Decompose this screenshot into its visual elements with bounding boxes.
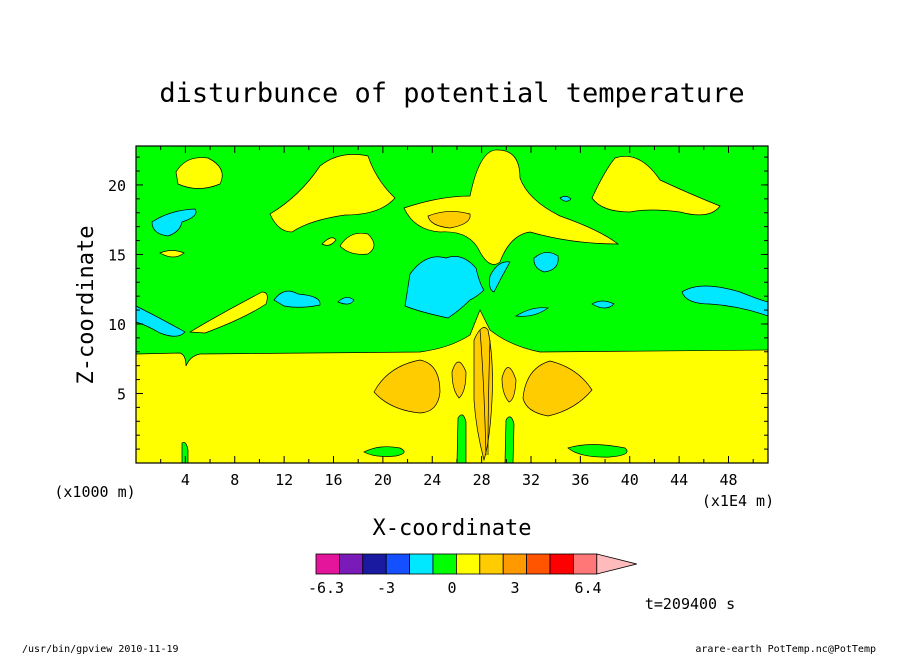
contour-positive-band [188,291,268,334]
y-axis-label: Z-coordinate [74,226,99,385]
contour-negative [273,290,321,308]
contour-blob [363,446,405,457]
contour-positive [501,367,517,403]
contour-negative [489,261,511,293]
contour-negative [337,297,355,305]
plot-frame [135,145,769,464]
x-tick-label: 28 [473,471,491,489]
colorbar [315,553,637,575]
footer-right: arare-earth_PotTemp.nc@PotTemp [695,644,876,654]
contour-lower-layer [135,309,769,464]
y-tick-label: 10 [108,316,126,334]
plot-area [135,145,769,464]
x-tick-label: 36 [571,471,589,489]
contour-positive [451,361,467,399]
x-tick-label: 16 [324,471,342,489]
contour-positive [403,149,620,265]
colorbar-extension [596,553,637,575]
contour-negative [404,256,485,319]
x-tick-label: 20 [374,471,392,489]
contour-negative [559,195,572,202]
y-axis-ticks: 5 10 15 20 [108,156,768,450]
colorbar-label: 0 [447,579,456,597]
contour-positive [591,156,721,216]
colorbar-swatch [338,553,364,575]
contour-positive [522,360,593,417]
colorbar-swatch [432,553,457,575]
colorbar-swatch [385,553,411,575]
colorbar-label: -3 [377,579,395,597]
contour-positive [159,250,185,258]
colorbar-label: 6.4 [574,579,601,597]
chart-title: disturbunce of potential temperature [159,78,744,109]
contour-blob [456,414,467,464]
x-tick-label: 8 [230,471,239,489]
colorbar-swatch [479,553,504,575]
contour-blob [504,416,515,464]
colorbar-label: 3 [510,579,519,597]
contour-positive [269,154,396,233]
x-tick-label: 4 [181,471,190,489]
x-tick-label: 48 [719,471,737,489]
colorbar-label: -6.3 [308,579,344,597]
x-axis-ticks: 4 8 12 16 20 24 28 32 36 40 44 48 [160,146,754,489]
x-tick-label: 24 [423,471,441,489]
contour-positive [175,157,223,189]
y-tick-label: 20 [108,177,126,195]
contour-positive-small [321,237,337,246]
x-scale-label: (x1E4 m) [702,492,774,510]
colorbar-swatch [362,553,387,575]
x-tick-label: 12 [275,471,293,489]
colorbar-swatch [502,553,528,575]
colorbar-swatch [549,553,574,575]
colorbar-swatch [409,553,434,575]
contour-negative [533,252,559,273]
contour-negative [591,300,615,309]
contour-negative-small [514,307,549,317]
contour-positive [339,232,375,255]
x-axis-label: X-coordinate [373,516,532,541]
contour-positive [373,359,441,414]
contour-blob [567,444,628,458]
x-tick-label: 40 [621,471,639,489]
contour-positive-inner [427,211,471,229]
colorbar-swatch [573,553,598,575]
colorbar-swatch [315,553,340,575]
x-tick-label: 32 [522,471,540,489]
x-unit-label: (x1000 m) [54,483,135,501]
x-tick-label: 44 [670,471,688,489]
contour-negative [135,305,186,337]
y-tick-label: 15 [108,246,126,264]
contour-blob [181,441,189,464]
time-label: t=209400 s [645,595,735,613]
contour-core [479,329,491,456]
colorbar-swatch [526,553,551,575]
colorbar-labels: -6.3 -3 0 3 6.4 [308,579,602,597]
footer-left: /usr/bin/gpview 2010-11-19 [22,644,179,654]
y-tick-label: 5 [117,385,126,403]
colorbar-swatch [455,553,481,575]
contour-negative [151,208,197,237]
